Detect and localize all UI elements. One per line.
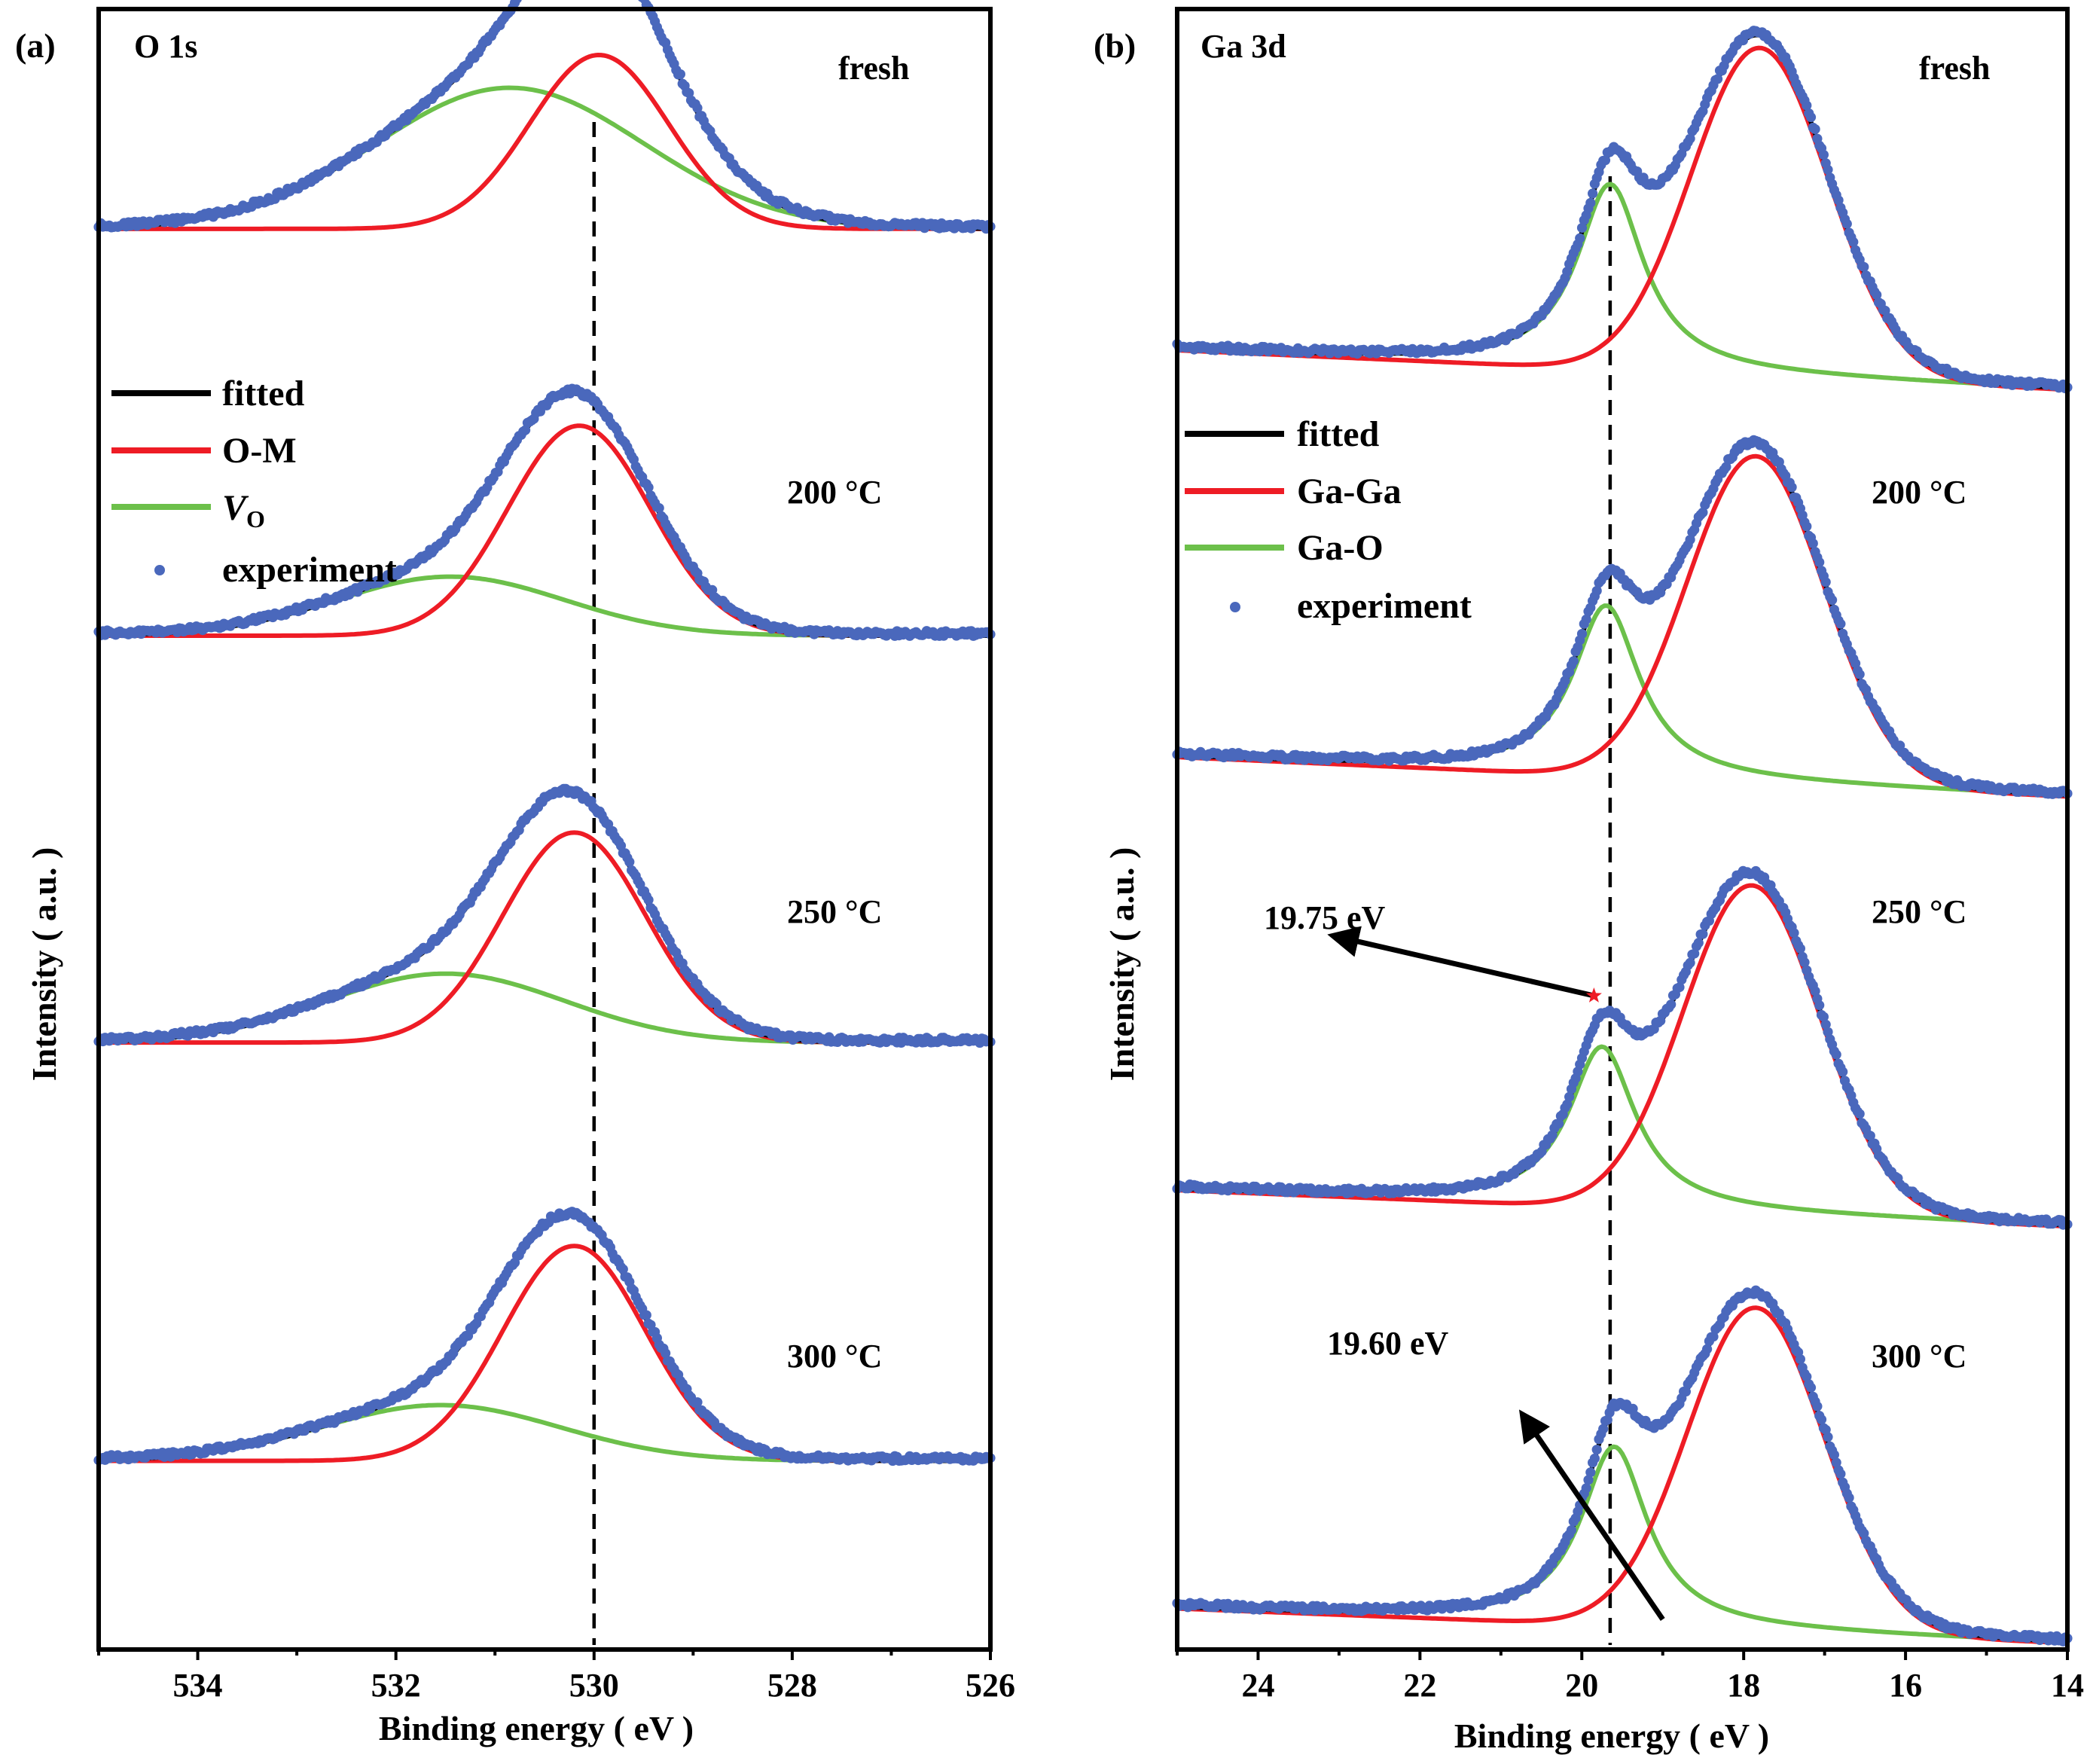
panel-b-ylabel: Intensity ( a.u. ) [1103,847,1141,1082]
panel-b-xtick-label-1: 22 [1403,1667,1436,1704]
panel-a-sample-label-1: 200 °C [787,474,882,511]
panel-a-sample-label-0: fresh [838,50,910,87]
annotation-star-marker [1585,987,1602,1003]
panel-a-xtick-label-0: 534 [173,1667,223,1704]
panel-b-sample-1 [1172,435,2073,799]
panel-a: (a) Intensity ( a.u. ) Binding energy ( … [15,0,1015,1747]
panel-a-sample-0 [93,0,996,234]
annotation-19-60-arrow [1518,1409,1665,1621]
panel-b-xtick-label-2: 20 [1565,1667,1598,1704]
panel-b-plot: 24 22 20 18 16 14 [1172,26,2084,1704]
panel-a-title: O 1s [134,28,197,65]
panel-a-sample-2 [93,783,996,1048]
panel-b-title: Ga 3d [1201,28,1286,65]
panel-a-sample-label-2: 250 °C [787,893,882,930]
legend-a-om-label: O-M [222,431,297,471]
panel-a-xtick-label-3: 528 [767,1667,817,1704]
annotation-19-75-ev: 19.75 eV [1264,899,1386,936]
panel-a-0-experiment-points [93,0,996,234]
panel-b-sample-label-1: 200 °C [1872,474,1966,511]
panel-a-xtick-label-1: 532 [371,1667,421,1704]
panel-a-sample-label-3: 300 °C [787,1338,882,1375]
panel-b-sample-label-3: 300 °C [1872,1338,1966,1375]
legend-b-fitted-label: fitted [1297,414,1380,454]
panel-b-xtick-label-4: 16 [1889,1667,1922,1704]
legend-a-fitted-label: fitted [222,374,305,414]
panel-b-2-component-2-curve [1175,1044,2070,1228]
panel-b-xtick-label-5: 14 [2051,1667,2084,1704]
legend-a-vo-main: V [222,488,249,528]
panel-b-sample-0 [1172,26,2073,394]
panel-a-frame [96,7,993,1652]
panel-a-xlabel: Binding energy ( eV ) [379,1709,694,1747]
annotation-19-75-arrow [1327,926,1595,999]
panel-a-sample-3 [93,1207,996,1466]
panel-b-1-component-2-curve [1175,603,2070,798]
panel-b: (b) Intensity ( a.u. ) Binding energy ( … [1094,7,2084,1755]
panel-b-label: (b) [1094,26,1136,65]
legend-b-experiment-label: experiment [1297,586,1472,626]
panel-a-sample-1 [93,383,996,641]
legend-a-vo-sub: O [246,505,265,533]
panel-a-xtick-label-2: 530 [569,1667,619,1704]
panel-a-label: (a) [15,26,56,65]
panel-a-plot: 534 532 530 528 526 [93,0,1015,1704]
panel-b-0-fitted-curve [1175,32,2070,391]
panel-b-frame [1175,7,2070,1652]
panel-b-xtick-label-0: 24 [1241,1667,1274,1704]
panel-b-2-component-1-curve [1175,883,2070,1229]
panel-a-xtick-label-4: 526 [966,1667,1015,1704]
panel-b-xtick-label-3: 18 [1727,1667,1760,1704]
annotation-19-60-ev: 19.60 eV [1327,1325,1449,1362]
legend-b-gaga-label: Ga-Ga [1297,472,1402,511]
panel-b-sample-label-2: 250 °C [1872,893,1966,930]
panel-a-0-component-1-curve [96,53,993,231]
panel-a-0-fitted-curve [96,0,993,231]
legend-b-gao-label: Ga-O [1297,528,1384,568]
panel-a-legend: fitted O-M VO experiment [111,374,397,590]
legend-a-vo-label: VO [222,488,265,533]
panel-b-0-component-1-curve [1175,45,2070,392]
legend-a-experiment-marker [154,565,165,575]
panel-a-2-component-1-curve [96,830,993,1045]
panel-b-legend: fitted Ga-Ga Ga-O experiment [1185,414,1472,626]
panel-a-ylabel: Intensity ( a.u. ) [25,847,63,1082]
legend-b-experiment-marker [1230,602,1240,612]
legend-a-experiment-label: experiment [222,550,397,590]
panel-b-xlabel: Binding energy ( eV ) [1454,1717,1769,1755]
panel-b-sample-label-0: fresh [1919,50,1991,87]
